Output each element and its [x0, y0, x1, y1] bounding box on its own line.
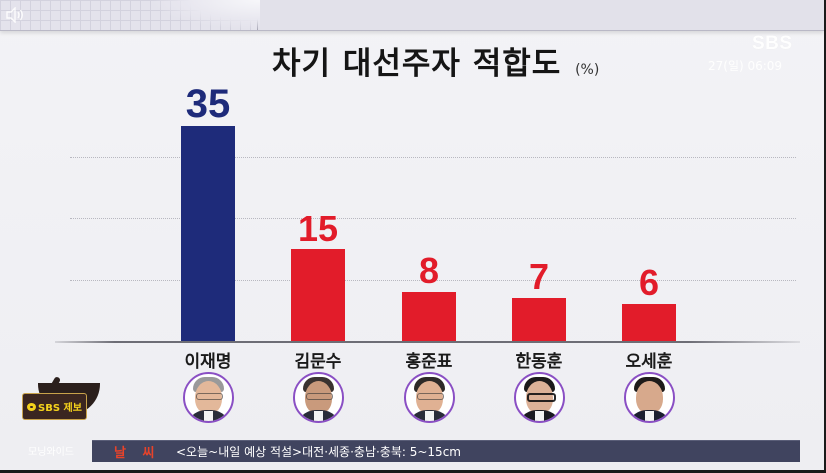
bar-value-label: 15: [297, 208, 339, 249]
candidate-photo: [514, 372, 565, 423]
bar-value-label: 35: [185, 82, 231, 126]
gridline: [70, 218, 796, 219]
tip-badge-label: SBS 제보: [38, 403, 82, 414]
candidate-name: 김문수: [294, 352, 342, 372]
sbs-tip-button[interactable]: SBS 제보: [22, 393, 87, 420]
chart-baseline: [55, 341, 800, 343]
bar-value-label: 6: [638, 262, 660, 303]
bar-hong-joonpyo: [402, 292, 456, 341]
bar-lee-jaemyung: [181, 126, 235, 341]
candidate-photo: [624, 372, 675, 423]
ticker-text: <오늘~내일 예상 적설>대전·세종·충남·충북: 5~15cm: [176, 445, 461, 459]
bar-value-label: 7: [528, 256, 550, 297]
program-name: 모닝와이드: [28, 447, 74, 458]
bar-oh-sehoon: [622, 304, 676, 341]
gridline: [70, 280, 796, 281]
chart-title: 차기 대선주자 적합도 (%): [272, 38, 599, 83]
chat-bubble-icon: [27, 402, 37, 411]
candidate-photo: [183, 372, 234, 423]
broadcast-timestamp: 27(일) 06:09: [708, 59, 783, 73]
candidate-name: 이재명: [184, 352, 232, 372]
candidate-photo: [404, 372, 455, 423]
top-strip: [0, 0, 824, 31]
chart-title-text: 차기 대선주자 적합도: [272, 46, 562, 82]
gridline: [70, 157, 796, 158]
sbs-logo: SBS: [752, 33, 793, 54]
candidate-photo: [293, 372, 344, 423]
chart-unit-label: (%): [575, 62, 600, 78]
candidate-name: 한동훈: [515, 352, 563, 372]
speaker-icon[interactable]: [5, 6, 25, 24]
bar-kim-moonsoo: [291, 249, 345, 341]
candidate-name: 오세훈: [625, 352, 673, 372]
news-ticker: 날 씨 <오늘~내일 예상 적설>대전·세종·충남·충북: 5~15cm: [92, 440, 800, 462]
candidate-name: 홍준표: [405, 352, 453, 372]
ticker-category: 날 씨: [114, 446, 161, 461]
bar-han-donghoon: [512, 298, 566, 341]
bar-value-label: 8: [418, 250, 440, 291]
